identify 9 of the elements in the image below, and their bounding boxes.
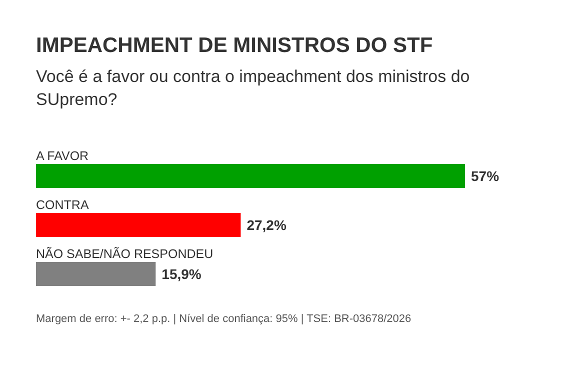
text: Margem de erro: +- 2,2 p.p. | Nível de confiança: 95% | TSE: BR-03678/2026	[36, 313, 412, 325]
y-tick-label: A FAVOR	[36, 149, 89, 163]
chart-subtitle: Você é a favor ou contra o impeachment dos ministros do SUpremo?	[36, 67, 470, 109]
data-label: 27,2%	[246, 217, 287, 233]
data-label: 57%	[471, 168, 500, 184]
y-tick-label: NÃO SABE/NÃO RESPONDEU	[36, 247, 214, 261]
y-tick-label: CONTRA	[36, 198, 90, 212]
data-label: 15,9%	[162, 266, 202, 282]
chart-title: IMPEACHMENT DE MINISTROS DO STF	[36, 34, 433, 57]
